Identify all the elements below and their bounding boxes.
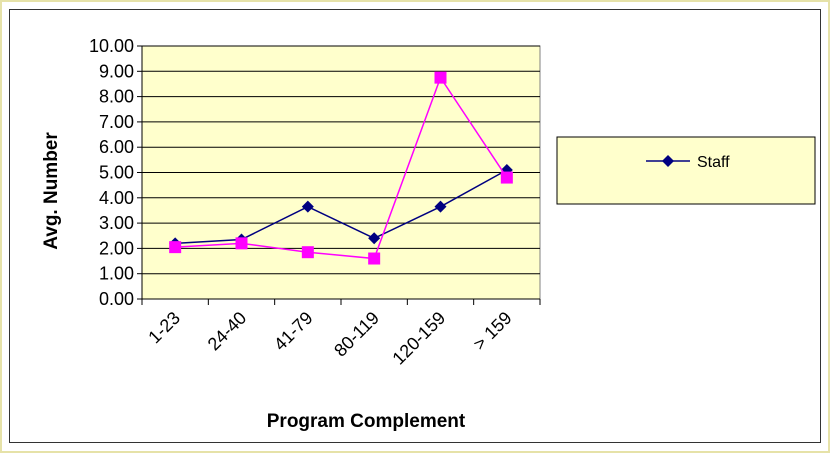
legend: Staff [556, 136, 816, 205]
data-point [301, 200, 314, 213]
x-tick-label: 120-159 [388, 308, 449, 369]
data-point [301, 246, 314, 259]
y-tick-label: 9.00 [99, 61, 134, 81]
y-tick-label: 10.00 [89, 36, 134, 56]
data-point [434, 200, 447, 213]
x-axis-title: Program Complement [267, 411, 466, 432]
data-point [500, 171, 513, 184]
x-tick-label: 41-79 [270, 308, 317, 355]
data-point [368, 252, 381, 265]
y-tick-label: 1.00 [99, 264, 134, 284]
x-tick-label: 80-119 [330, 308, 383, 361]
series-line [175, 75, 508, 260]
y-tick-label: 0.00 [99, 289, 134, 309]
data-point [235, 237, 248, 250]
y-tick-label: 7.00 [99, 112, 134, 132]
x-tick-label: 1-23 [144, 308, 184, 348]
data-point [368, 232, 381, 245]
x-axis-ticks: 1-23 24-40 41-79 80-119 120-159 > 159 [141, 299, 541, 369]
y-tick-label: 2.00 [99, 238, 134, 258]
x-tick-label: > 159 [469, 308, 515, 354]
y-tick-label: 4.00 [99, 188, 134, 208]
line-chart: 0.00 1.00 2.00 3.00 4.00 5.00 6.00 7.00 8.00 9.00… [41, 36, 816, 432]
series-layer [169, 71, 513, 265]
y-tick-label: 8.00 [99, 87, 134, 107]
y-axis-title: Avg. Number [41, 132, 62, 250]
data-point [169, 241, 182, 254]
legend-box [556, 136, 816, 205]
x-tick-label: 24-40 [204, 308, 251, 355]
legend-label: Staff [697, 154, 730, 171]
y-tick-label: 6.00 [99, 137, 134, 157]
y-axis-ticks: 0.00 1.00 2.00 3.00 4.00 5.00 6.00 7.00 8.00 9.00… [89, 36, 142, 309]
legend-marker [662, 155, 674, 167]
plot-area [141, 45, 541, 300]
chart-area: 0.00 1.00 2.00 3.00 4.00 5.00 6.00 7.00 8.00 9.00… [9, 9, 821, 443]
data-point [434, 71, 447, 84]
series-line [175, 169, 508, 245]
series-unnamed-1 [169, 71, 513, 265]
y-tick-label: 3.00 [99, 213, 134, 233]
y-tick-label: 5.00 [99, 163, 134, 183]
